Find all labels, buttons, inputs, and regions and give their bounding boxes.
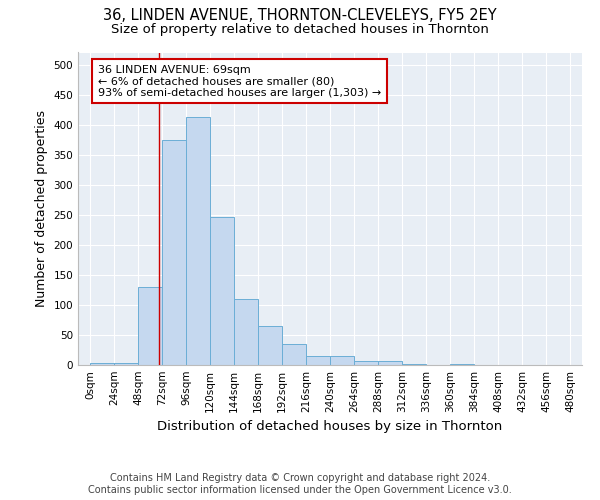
Bar — [402, 364, 426, 365]
Bar — [210, 216, 234, 365]
Text: Contains HM Land Registry data © Crown copyright and database right 2024.
Contai: Contains HM Land Registry data © Crown c… — [88, 474, 512, 495]
X-axis label: Distribution of detached houses by size in Thornton: Distribution of detached houses by size … — [157, 420, 503, 434]
Text: 36 LINDEN AVENUE: 69sqm
← 6% of detached houses are smaller (80)
93% of semi-det: 36 LINDEN AVENUE: 69sqm ← 6% of detached… — [98, 64, 381, 98]
Bar — [90, 363, 114, 365]
Bar — [114, 363, 138, 365]
Bar — [330, 356, 354, 365]
Bar — [162, 140, 186, 365]
Bar — [282, 344, 306, 365]
Text: Size of property relative to detached houses in Thornton: Size of property relative to detached ho… — [111, 22, 489, 36]
Y-axis label: Number of detached properties: Number of detached properties — [35, 110, 48, 307]
Bar — [306, 356, 330, 365]
Text: 36, LINDEN AVENUE, THORNTON-CLEVELEYS, FY5 2EY: 36, LINDEN AVENUE, THORNTON-CLEVELEYS, F… — [103, 8, 497, 22]
Bar — [354, 361, 378, 365]
Bar — [186, 117, 210, 365]
Bar — [234, 299, 258, 365]
Bar — [258, 326, 282, 365]
Bar — [138, 287, 162, 365]
Bar — [378, 362, 402, 365]
Bar — [450, 364, 474, 365]
